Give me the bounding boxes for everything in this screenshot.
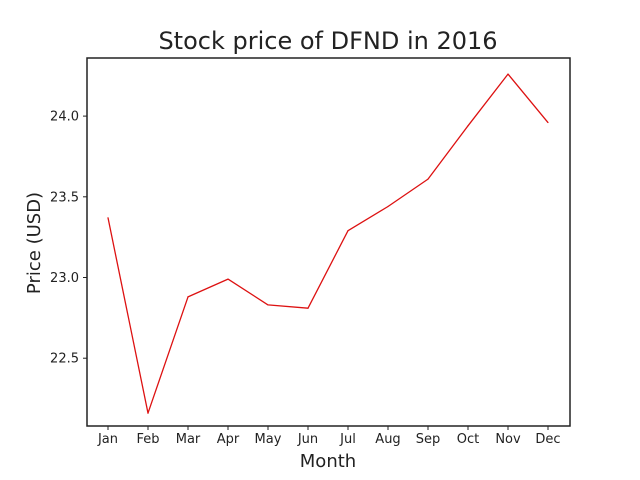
x-tick-label: Apr (217, 432, 240, 447)
series-layer (107, 73, 549, 414)
x-tick-label: Dec (535, 432, 560, 447)
data-point (107, 217, 109, 219)
data-point (187, 296, 189, 298)
data-point (267, 304, 269, 306)
y-axis-label: Price (USD) (24, 192, 45, 294)
x-tick-label: Jul (339, 432, 356, 447)
x-tick-label: Oct (457, 432, 479, 447)
x-tick-label: Mar (176, 432, 201, 447)
price-series-line (107, 73, 549, 414)
y-tick-label: 24.0 (50, 110, 79, 125)
x-tick-label: Feb (136, 432, 159, 447)
x-tick-label: Jun (297, 432, 318, 447)
x-tick-label: Aug (375, 432, 400, 447)
x-tick-label: May (255, 432, 282, 447)
plot-frame (86, 57, 571, 427)
data-point (307, 307, 309, 309)
y-tick-label: 23.0 (50, 271, 79, 286)
data-point (507, 73, 509, 75)
data-point (387, 205, 389, 208)
x-tick-label: Jan (97, 432, 118, 447)
x-axis-label: Month (300, 451, 356, 472)
y-axis: 22.5 23.0 23.5 24.0 (50, 110, 87, 367)
data-point (347, 230, 349, 232)
data-point (427, 178, 429, 180)
chart-title: Stock price of DFND in 2016 (158, 27, 497, 55)
data-point (227, 278, 229, 280)
x-tick-label: Nov (495, 432, 521, 447)
x-tick-label: Sep (416, 432, 441, 447)
data-point (147, 412, 149, 414)
data-point (467, 125, 469, 127)
y-tick-label: 23.5 (50, 190, 79, 205)
data-point (547, 121, 549, 124)
y-tick-label: 22.5 (50, 352, 79, 367)
x-axis: Jan Feb Mar Apr May Jun Jul Aug Sep Oct Nov Dec (97, 426, 561, 447)
